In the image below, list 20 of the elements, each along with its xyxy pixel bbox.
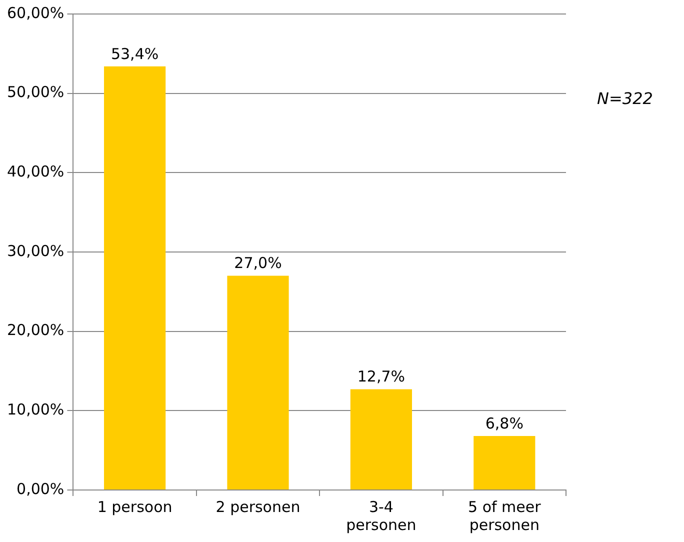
x-tick-label: 1 persoon	[97, 498, 172, 516]
y-tick-label: 20,00%	[6, 321, 64, 340]
bar	[104, 66, 166, 490]
x-tick-label: 2 personen	[216, 498, 300, 516]
bar	[227, 276, 289, 490]
data-label: 6,8%	[485, 414, 524, 432]
y-tick-label: 30,00%	[6, 242, 64, 260]
bar	[350, 389, 412, 490]
data-label: 53,4%	[110, 44, 159, 63]
data-label: 12,7%	[357, 368, 406, 386]
x-tick-label: 3-4 personen	[346, 498, 416, 534]
x-tick-label: 5 of meer personen	[468, 498, 542, 534]
y-tick-label: 50,00%	[6, 83, 64, 102]
data-label: 27,0%	[234, 254, 282, 272]
y-tick-label: 40,00%	[6, 162, 64, 181]
y-tick-label: 10,00%	[6, 400, 64, 419]
y-tick-label: 0,00%	[16, 480, 64, 498]
bar	[474, 436, 536, 490]
text: N=322	[597, 89, 653, 108]
y-tick-label: 60,00%	[6, 4, 64, 22]
